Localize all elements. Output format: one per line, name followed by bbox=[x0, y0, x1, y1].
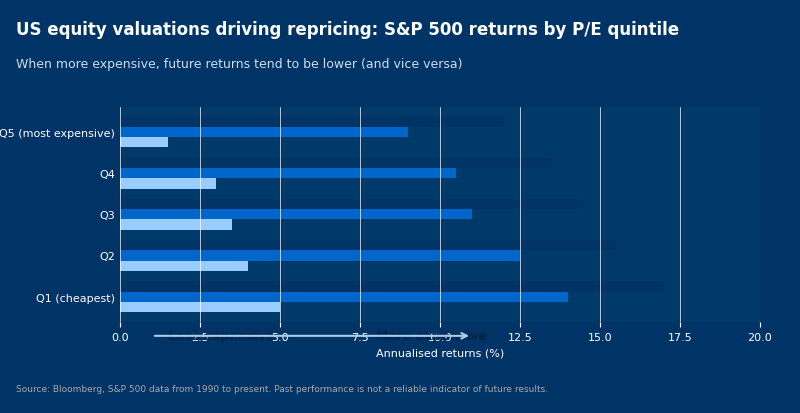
Bar bbox=[120, 179, 216, 189]
Bar bbox=[120, 282, 664, 292]
Bar bbox=[120, 210, 472, 220]
Bar bbox=[120, 251, 520, 261]
Text: Source: Bloomberg, S&P 500 data from 1990 to present. Past performance is not a : Source: Bloomberg, S&P 500 data from 199… bbox=[16, 384, 548, 393]
Bar bbox=[120, 302, 280, 312]
Text: More expensive: More expensive bbox=[376, 330, 487, 342]
Bar bbox=[120, 261, 248, 271]
Bar bbox=[120, 169, 456, 179]
Bar bbox=[120, 220, 232, 230]
X-axis label: Annualised returns (%): Annualised returns (%) bbox=[376, 347, 504, 357]
Text: Less expensive: Less expensive bbox=[168, 330, 274, 342]
Text: US equity valuations driving repricing: S&P 500 returns by P/E quintile: US equity valuations driving repricing: … bbox=[16, 21, 679, 38]
Bar bbox=[120, 128, 408, 138]
Bar bbox=[120, 117, 504, 128]
Bar bbox=[120, 158, 552, 169]
Bar bbox=[120, 199, 584, 210]
Bar bbox=[120, 240, 616, 251]
Bar bbox=[120, 138, 168, 148]
Bar bbox=[120, 292, 568, 302]
Text: When more expensive, future returns tend to be lower (and vice versa): When more expensive, future returns tend… bbox=[16, 58, 462, 71]
